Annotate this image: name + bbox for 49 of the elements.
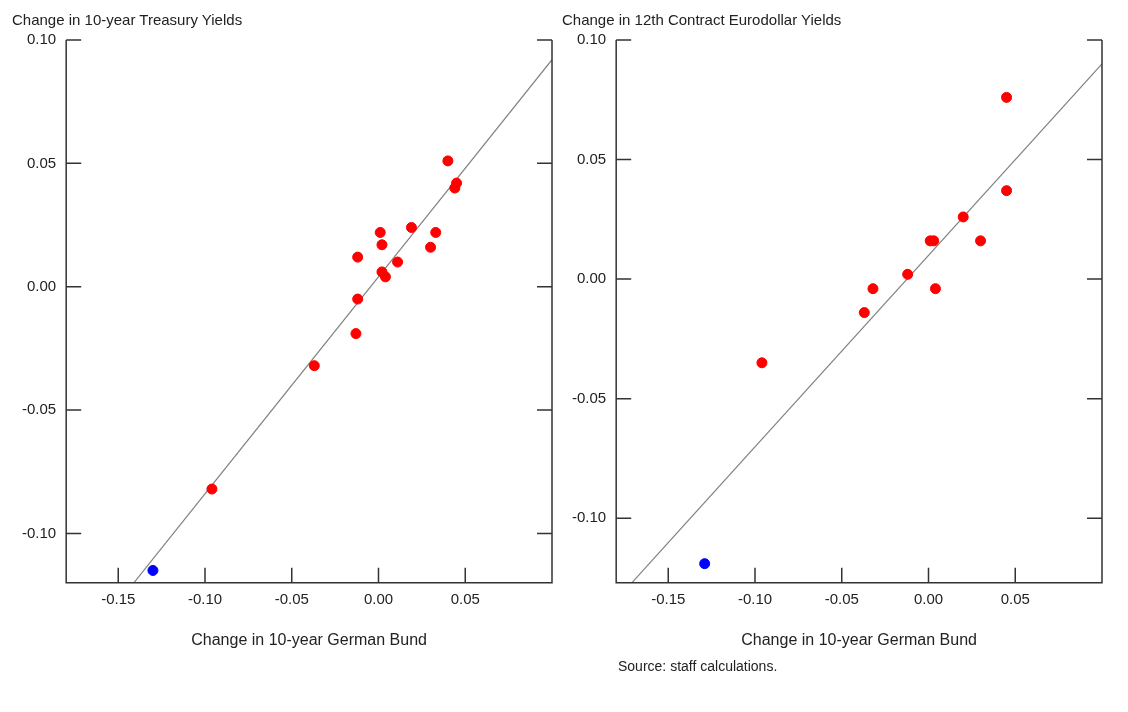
- source-note: Source: staff calculations.: [618, 658, 779, 674]
- point: [1001, 185, 1013, 197]
- point: [392, 256, 404, 268]
- point: [430, 226, 442, 238]
- point: [308, 360, 320, 372]
- y-tick-label: 0.10: [576, 30, 607, 48]
- chart-title: Change in 10-year Treasury Yields: [12, 11, 243, 29]
- point: [699, 558, 711, 570]
- point: [379, 271, 391, 283]
- x-tick-label: 0.05: [450, 589, 480, 607]
- y-tick-label: 0.00: [576, 269, 607, 287]
- point: [352, 293, 364, 305]
- chart-title: Change in 12th Contract Eurodollar Yields: [562, 11, 842, 29]
- point: [756, 357, 768, 369]
- point: [376, 239, 388, 251]
- y-tick-label: -0.05: [571, 388, 607, 406]
- y-tick-label: -0.05: [21, 400, 57, 418]
- point: [405, 222, 417, 234]
- point: [957, 211, 969, 223]
- point: [1001, 91, 1013, 103]
- y-tick-label: -0.10: [21, 523, 57, 541]
- y-tick-label: 0.10: [26, 30, 57, 48]
- x-tick-label: -0.05: [274, 589, 309, 607]
- point: [858, 307, 870, 319]
- y-tick-label: 0.05: [576, 149, 607, 167]
- point: [374, 226, 386, 238]
- point: [350, 328, 362, 340]
- point: [206, 483, 218, 495]
- x-tick-label: -0.10: [737, 589, 773, 607]
- point: [442, 155, 454, 167]
- point: [147, 564, 159, 576]
- x-tick-label: 0.05: [1000, 589, 1030, 607]
- y-tick-label: 0.00: [26, 276, 57, 294]
- x-tick-label: 0.00: [913, 589, 944, 607]
- x-axis-title: Change in 10-year German Bund: [741, 630, 977, 648]
- y-tick-label: -0.10: [571, 508, 607, 526]
- x-tick-label: 0.00: [363, 589, 394, 607]
- x-axis-title: Change in 10-year German Bund: [191, 630, 427, 648]
- x-tick-label: -0.15: [651, 589, 686, 607]
- point: [975, 235, 987, 247]
- y-tick-label: 0.05: [26, 153, 57, 171]
- point: [352, 251, 364, 263]
- point: [867, 283, 879, 295]
- x-tick-label: -0.05: [824, 589, 859, 607]
- point: [902, 268, 914, 280]
- x-tick-label: -0.10: [187, 589, 223, 607]
- x-tick-label: -0.15: [101, 589, 136, 607]
- point: [425, 241, 437, 253]
- point: [929, 283, 941, 295]
